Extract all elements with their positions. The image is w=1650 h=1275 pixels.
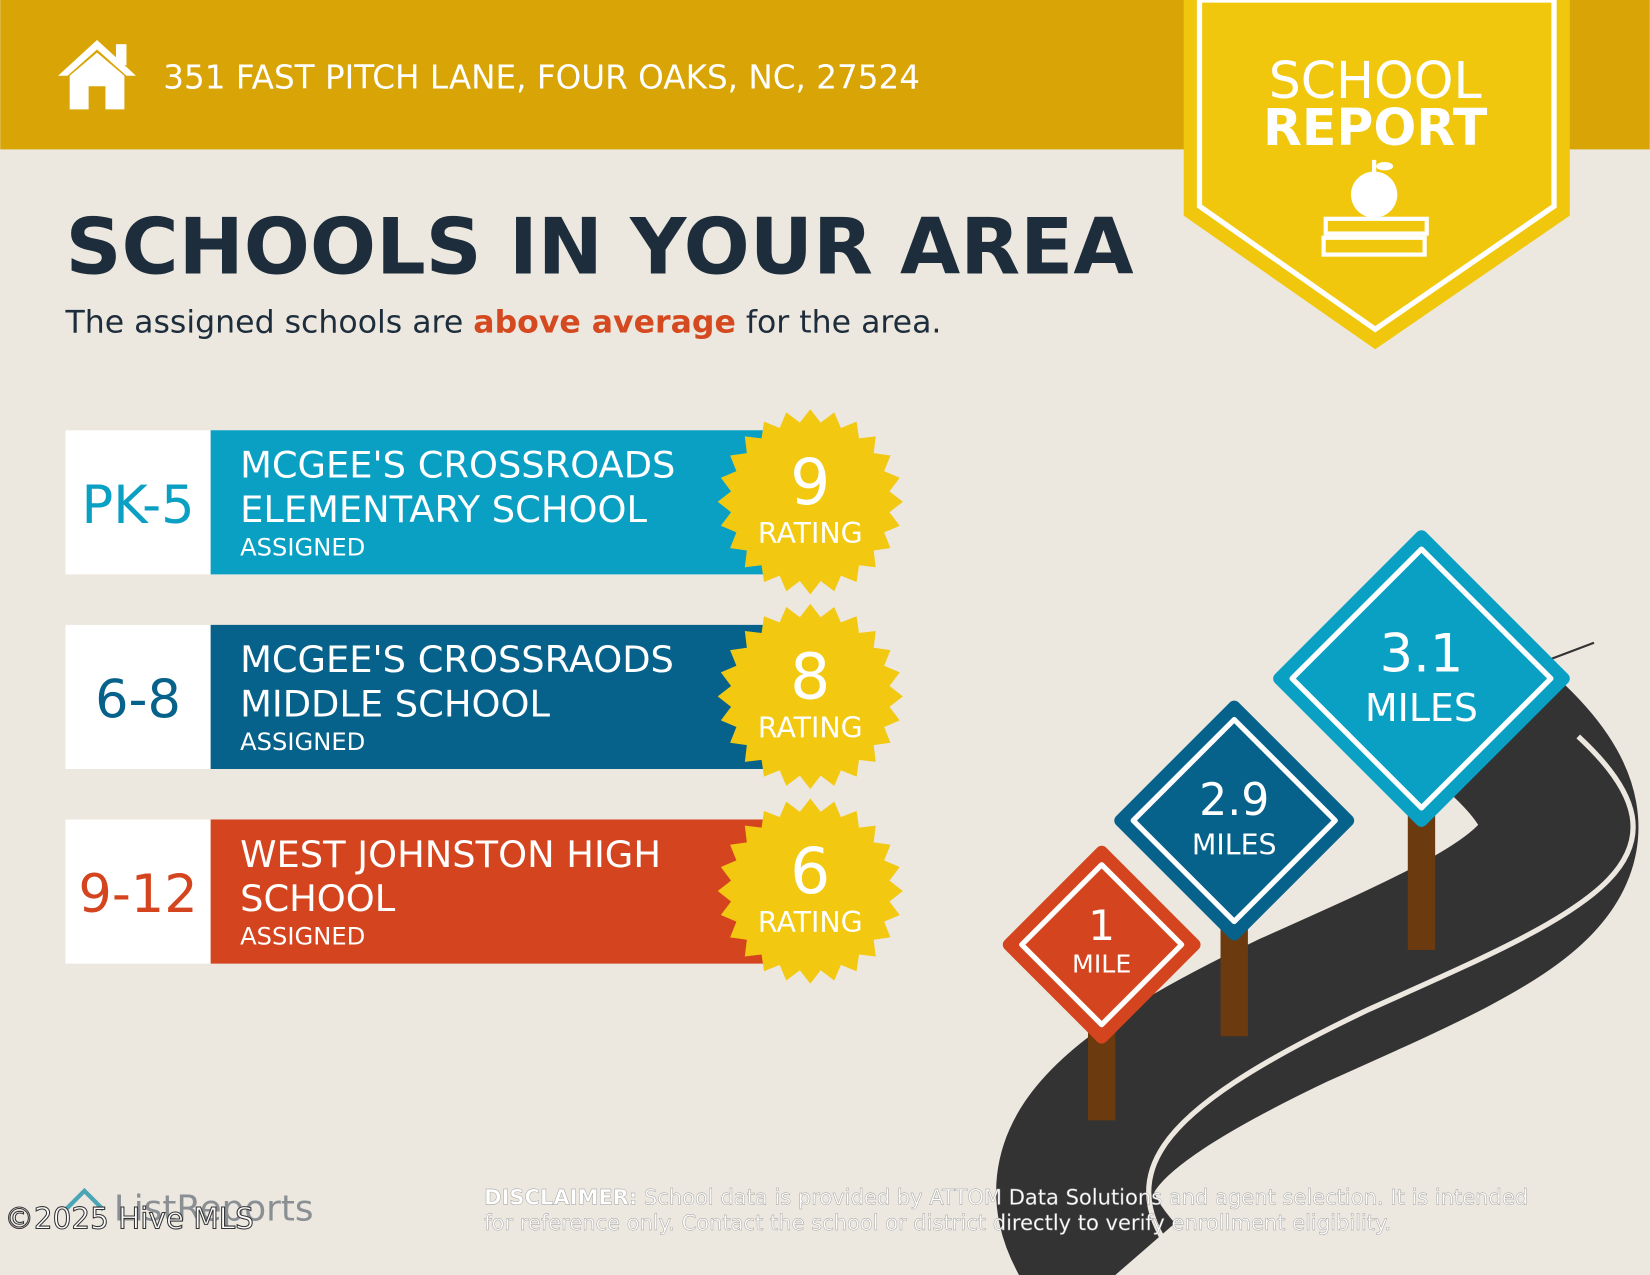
distance-value: 2.9 — [1199, 775, 1269, 826]
subtitle: The assigned schools are above average f… — [64, 304, 941, 340]
school-name: MIDDLE SCHOOL — [240, 682, 550, 725]
subtitle-text: The assigned schools are — [64, 304, 473, 340]
distance-unit: MILES — [1192, 829, 1277, 862]
disclaimer-line: for reference only. Contact the school o… — [484, 1210, 1391, 1235]
grade-box — [65, 624, 211, 769]
school-name: MCGEE'S CROSSRAODS — [240, 638, 674, 681]
grade-range: 9-12 — [78, 864, 197, 925]
brand-icon — [63, 1187, 105, 1212]
school-name: MCGEE'S CROSSROADS — [240, 444, 675, 487]
badge-line1: SCHOOL — [1269, 51, 1482, 110]
disclaimer-line: School data is provided by ATTOM Data So… — [644, 1185, 1528, 1210]
watermark: ©2025 Hive MLS — [4, 1202, 253, 1236]
school-status: ASSIGNED — [240, 728, 365, 756]
house-icon — [58, 39, 136, 110]
rating-seal — [717, 409, 903, 595]
rating-value: 9 — [790, 445, 830, 519]
rating-value: 6 — [790, 834, 830, 908]
distance-value: 3.1 — [1380, 623, 1464, 684]
sign-board — [1130, 716, 1338, 925]
school-name: ELEMENTARY SCHOOL — [240, 488, 647, 531]
badge: SCHOOL REPORT — [1183, 0, 1570, 350]
grade-range: 6-8 — [95, 669, 181, 730]
school-status: ASSIGNED — [240, 923, 365, 951]
school-name: SCHOOL — [240, 877, 396, 920]
brand: ListReports — [114, 1188, 314, 1229]
road — [996, 641, 1639, 1275]
school-name: WEST JOHNSTON HIGH — [240, 833, 661, 876]
title: SCHOOLS IN YOUR AREA — [65, 203, 1133, 293]
grade-range: PK-5 — [82, 475, 195, 536]
distance-unit: MILES — [1365, 686, 1478, 730]
distance-unit: MILE — [1072, 949, 1131, 978]
school-bar — [210, 430, 779, 575]
distance-value: 1 — [1088, 901, 1115, 950]
rating-value: 8 — [790, 640, 830, 714]
rating-seal — [717, 798, 903, 984]
rating-label: RATING — [758, 517, 863, 550]
address: 351 FAST PITCH LANE, FOUR OAKS, NC, 2752… — [163, 58, 920, 96]
apple-books-icon — [1321, 159, 1429, 257]
rating-label: RATING — [758, 906, 863, 939]
subtitle-text: for the area. — [736, 304, 942, 340]
school-bar — [210, 819, 779, 964]
grade-box — [65, 430, 211, 575]
grade-box — [65, 819, 211, 964]
disclaimer-label: DISCLAIMER: — [484, 1185, 637, 1210]
subtitle-highlight: above average — [473, 304, 736, 340]
footer: ListReports ©2025 Hive MLS DISCLAIMER: S… — [4, 1184, 1528, 1236]
rating-seal — [717, 603, 903, 789]
sign-board — [1019, 862, 1185, 1028]
disclaimer: DISCLAIMER: School data is provided by A… — [484, 1185, 1528, 1210]
sign-board — [1289, 546, 1554, 811]
badge-line2: REPORT — [1263, 98, 1488, 157]
school-bar — [210, 624, 779, 769]
school-status: ASSIGNED — [240, 533, 365, 561]
rating-label: RATING — [758, 711, 863, 744]
